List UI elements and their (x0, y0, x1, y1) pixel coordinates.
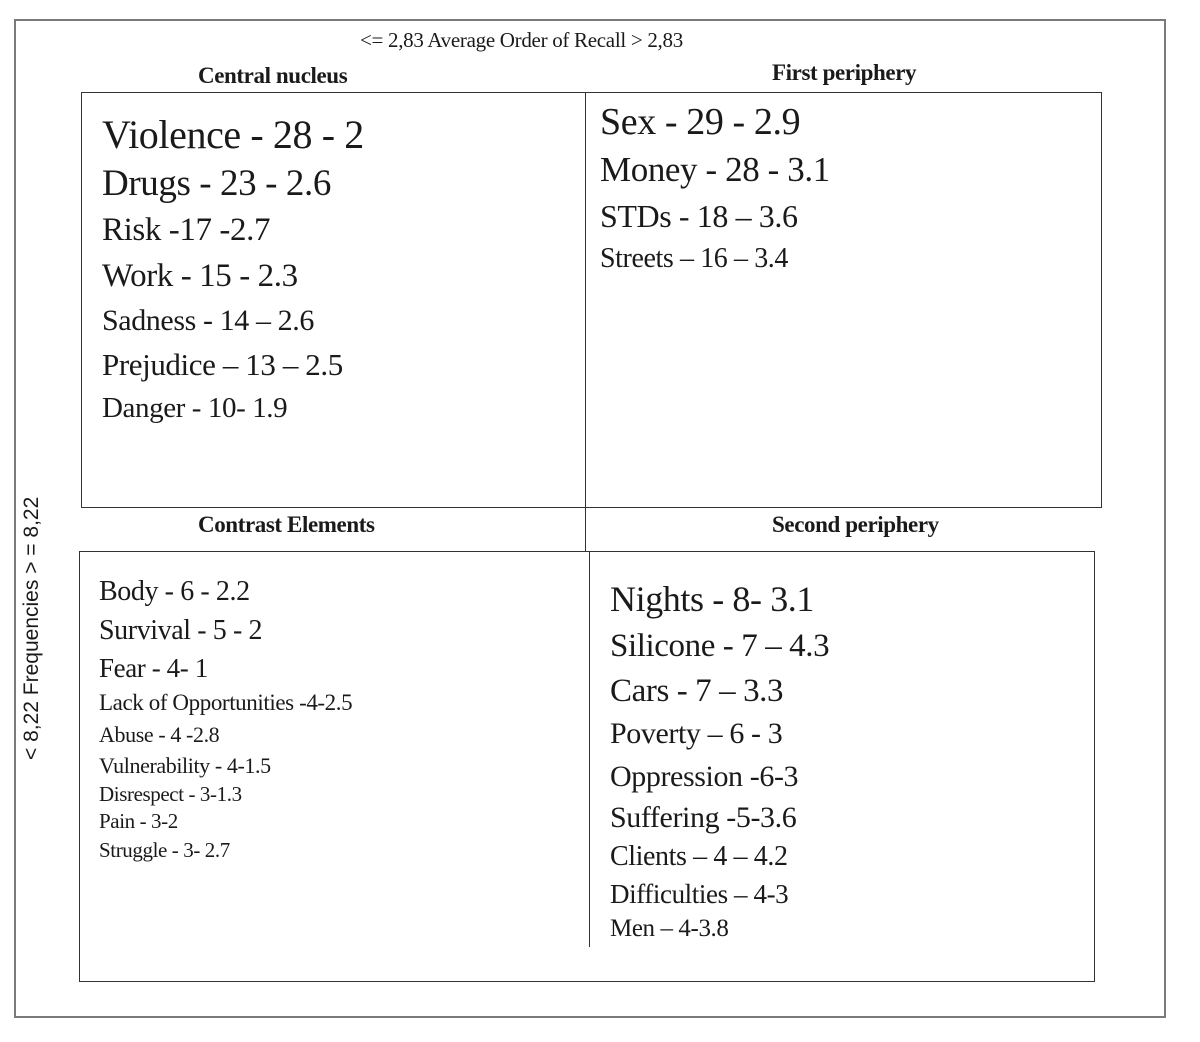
list-item: Silicone - 7 – 4.3 (610, 628, 830, 664)
contrast-elements-list: Body - 6 - 2.2 Survival - 5 - 2 Fear - 4… (99, 572, 353, 865)
list-item: Abuse - 4 -2.8 (99, 722, 220, 747)
quadrant-divider-upper (585, 92, 586, 552)
frequency-axis-label: < 8,22 Frequencies > = 8,22 (20, 496, 43, 760)
list-item: Difficulties – 4-3 (610, 879, 789, 909)
second-periphery-list: Nights - 8- 3.1 Silicone - 7 – 4.3 Cars … (610, 575, 830, 946)
list-item: Work - 15 - 2.3 (102, 258, 298, 294)
central-nucleus-title: Central nucleus (198, 63, 348, 88)
list-item: Vulnerability - 4-1.5 (99, 753, 271, 778)
outer-frame (14, 19, 1166, 1018)
list-item: STDs - 18 – 3.6 (600, 198, 798, 234)
list-item: Nights - 8- 3.1 (610, 579, 814, 619)
list-item: Struggle - 3- 2.7 (99, 838, 230, 862)
first-periphery-list: Sex - 29 - 2.9 Money - 28 - 3.1 STDs - 1… (600, 98, 830, 279)
list-item: Men – 4-3.8 (610, 915, 729, 942)
list-item: Lack of Opportunities -4-2.5 (99, 690, 353, 715)
list-item: Clients – 4 – 4.2 (610, 841, 788, 872)
list-item: Oppression -6-3 (610, 760, 799, 793)
lower-quadrants-frame (79, 551, 1095, 982)
list-item: Disrespect - 3-1.3 (99, 782, 242, 806)
list-item: Danger - 10- 1.9 (102, 392, 288, 424)
list-item: Pain - 3-2 (99, 809, 178, 833)
list-item: Survival - 5 - 2 (99, 615, 263, 646)
contrast-elements-title: Contrast Elements (198, 512, 375, 537)
list-item: Streets – 16 – 3.4 (600, 243, 789, 274)
list-item: Body - 6 - 2.2 (99, 576, 250, 607)
list-item: Risk -17 -2.7 (102, 212, 271, 248)
first-periphery-title: First periphery (772, 60, 917, 85)
recall-axis-label: <= 2,83 Average Order of Recall > 2,83 (360, 28, 683, 52)
list-item: Suffering -5-3.6 (610, 801, 797, 834)
upper-quadrants-frame (81, 92, 1102, 508)
list-item: Poverty – 6 - 3 (610, 717, 783, 750)
list-item: Drugs - 23 - 2.6 (102, 163, 331, 204)
quadrant-divider-lower (589, 551, 590, 947)
list-item: Money - 28 - 3.1 (600, 150, 830, 189)
list-item: Fear - 4- 1 (99, 653, 208, 683)
list-item: Prejudice – 13 – 2.5 (102, 347, 343, 382)
list-item: Sex - 29 - 2.9 (600, 101, 801, 143)
list-item: Violence - 28 - 2 (102, 112, 364, 157)
central-nucleus-list: Violence - 28 - 2 Drugs - 23 - 2.6 Risk … (102, 110, 364, 429)
list-item: Cars - 7 – 3.3 (610, 673, 784, 709)
list-item: Sadness - 14 – 2.6 (102, 304, 314, 337)
second-periphery-title: Second periphery (772, 512, 939, 537)
